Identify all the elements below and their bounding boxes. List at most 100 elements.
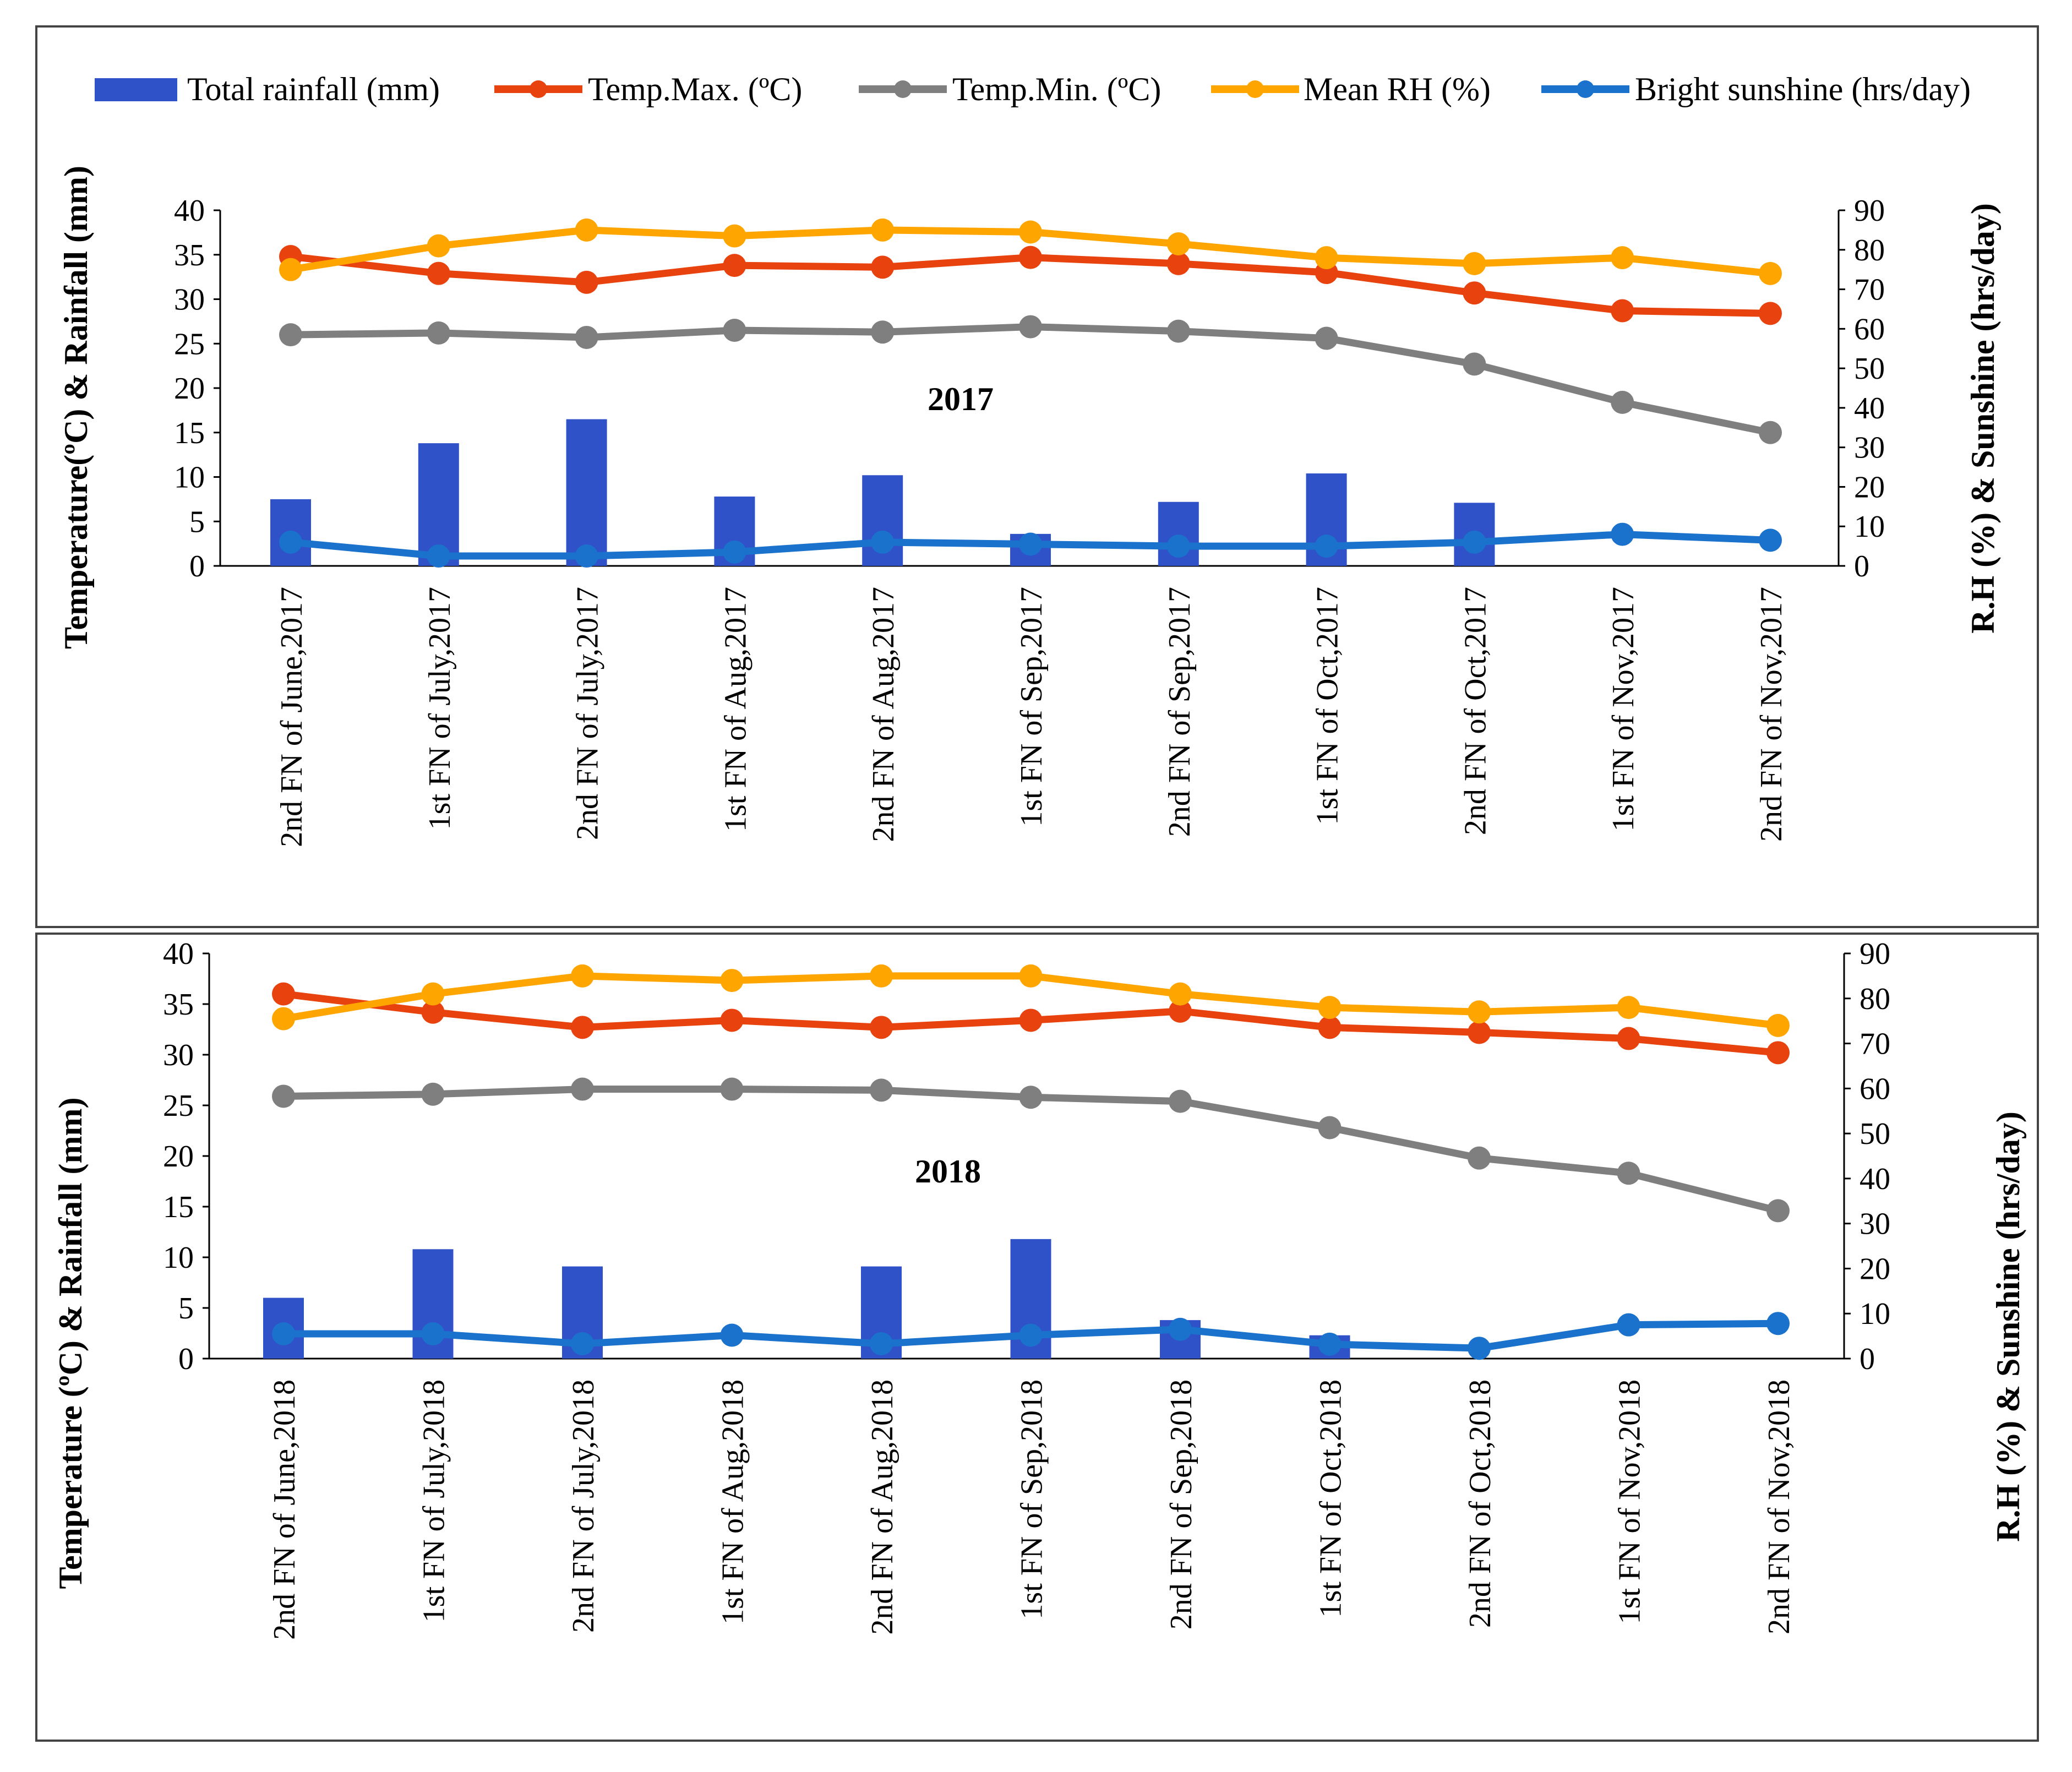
chart-2018-x-tick-label: 2nd FN of July,2018 [566,1380,601,1633]
chart-2017-point-sun [1463,530,1486,554]
chart-2017-x-tick-label: 2nd FN of Sep,2017 [1163,587,1197,837]
chart-2017-x-tick-label: 1st FN of Aug,2017 [718,587,753,832]
legend-label-rainfall: Total rainfall (mm) [187,71,440,107]
chart-2017-x-tick-label: 2nd FN of Aug,2017 [866,587,901,842]
chart-2017-point-tmax [1759,302,1782,325]
chart-2018-point-tmax [870,1016,893,1039]
chart-2017-left-tick-label: 30 [174,283,205,317]
chart-2018-x-tick-label: 2nd FN of Nov,2018 [1762,1380,1796,1634]
legend-label-tmin: Temp.Min. (ºC) [952,71,1161,107]
chart-2018-right-tick-label: 30 [1860,1207,1890,1241]
chart-2017-left-tick-label: 20 [174,372,205,406]
chart-2017-point-sun [1019,532,1042,556]
chart-2018-right-tick-label: 70 [1860,1027,1890,1061]
chart-2018-x-tick-label: 2nd FN of Aug,2018 [865,1380,899,1635]
chart-2017-right-tick-label: 20 [1854,470,1885,504]
chart-2018-point-sun [1318,1332,1342,1356]
legend-label-tmax: Temp.Max. (ºC) [588,71,802,107]
chart-2017-right-tick-label: 90 [1854,194,1885,228]
chart-2018: Temperature (ºC) & Rainfall (mm) R.H (%)… [52,937,2026,1640]
chart-2018-point-tmax [1617,1027,1640,1050]
chart-2018-left-tick-label: 0 [178,1342,194,1376]
chart-2018-point-sun [1019,1323,1043,1347]
chart-2018-point-rh [272,1007,295,1031]
chart-2017-right-tick-label: 80 [1854,233,1885,268]
chart-2017-right-tick-label: 40 [1854,391,1885,426]
chart-2017-point-tmax [427,261,450,285]
chart-2018-left-tick-label: 20 [163,1139,194,1174]
legend-item-rh: Mean RH (%) [1211,71,1491,107]
chart-2017-point-sun [427,544,450,568]
chart-2018-point-sun [720,1323,744,1347]
chart-2018-right-tick-label: 60 [1860,1072,1890,1106]
chart-2018-left-tick-label: 30 [163,1038,194,1072]
legend-item-rainfall: Total rainfall (mm) [95,71,440,107]
chart-2018-point-tmax [1766,1041,1790,1065]
chart-2018-point-tmax [1169,999,1192,1023]
chart-2017-point-tmin [1019,315,1042,339]
chart-2018-right-tick-label: 20 [1860,1252,1890,1286]
chart-2017-point-rh [427,234,450,258]
chart-2018-point-sun [870,1332,893,1356]
chart-2017-x-tick-label: 2nd FN of June,2017 [275,587,309,847]
legend-marker-tmax [530,80,547,98]
chart-2018-point-tmin [1169,1089,1192,1113]
chart-2018-point-rh [1766,1013,1790,1037]
chart-2017-point-tmin [279,323,302,347]
chart-2018-point-tmax [571,1016,594,1039]
chart-2017-point-tmin [427,321,450,345]
chart-2017-point-tmax [723,254,746,277]
chart-2018-point-rh [870,964,893,988]
chart-2018-left-axis-title: Temperature (ºC) & Rainfall (mm) [52,1098,89,1589]
chart-2018-point-tmin [870,1078,893,1102]
chart-2018-point-tmin [1617,1162,1640,1185]
chart-2017-point-tmax [871,255,895,279]
chart-2017-point-tmax [1463,281,1486,305]
chart-2018-point-tmin [571,1077,594,1101]
chart-2018-point-sun [1617,1313,1640,1337]
chart-2017-right-tick-label: 10 [1854,510,1885,544]
chart-2018-point-rh [571,964,594,988]
chart-2018-x-tick-label: 2nd FN of June,2018 [268,1380,302,1640]
chart-2018-left-tick-label: 40 [163,937,194,971]
chart-2017-point-rh [1463,252,1486,275]
chart-2017-bar-rainfall [566,419,607,566]
chart-2017-right-tick-label: 0 [1854,549,1869,584]
chart-2017-point-rh [871,218,895,242]
chart-2017-left-tick-label: 35 [174,238,205,272]
chart-2018-point-tmin [272,1084,295,1108]
chart-2017-point-rh [575,218,598,242]
chart-2018-left-tick-label: 35 [163,988,194,1022]
chart-2017-right-tick-label: 60 [1854,312,1885,346]
legend-label-sun: Bright sunshine (hrs/day) [1635,71,1971,107]
chart-2018-x-tick-label: 2nd FN of Oct,2018 [1463,1380,1497,1628]
chart-2018-x-tick-label: 1st FN of Sep,2018 [1015,1380,1049,1620]
chart-2017-point-tmin [723,319,746,342]
chart-2017-x-tick-label: 1st FN of July,2017 [423,587,457,830]
chart-2017-point-rh [1166,232,1190,256]
chart-2018-right-tick-label: 90 [1860,937,1890,971]
chart-2017-right-axis-title: R.H (%) & Sunshine (hrs/day) [1965,203,2001,634]
legend-marker-rh [1246,80,1264,98]
chart-2017-point-tmax [1019,246,1042,269]
chart-2018-left-tick-label: 25 [163,1089,194,1123]
chart-2017-point-rh [1315,246,1338,270]
chart-2017-point-tmax [1166,252,1190,275]
panel-2017-frame [35,25,2039,928]
chart-2018-point-rh [1169,982,1192,1006]
chart-2017: Temperature(ºC) & Rainfall (mm) R.H (%) … [58,166,2001,847]
legend-swatch-rainfall [95,78,177,101]
legend: Total rainfall (mm) Temp.Max. (ºC) Temp.… [95,71,1971,107]
chart-2018-point-tmin [421,1082,445,1106]
chart-2017-x-tick-label: 2nd FN of Nov,2017 [1754,587,1789,842]
chart-2017-point-tmin [1315,326,1338,350]
chart-2018-point-rh [1468,1000,1491,1024]
chart-2018-point-sun [1468,1337,1491,1360]
chart-2018-point-tmax [1318,1016,1342,1039]
chart-2018-x-tick-label: 1st FN of Nov,2018 [1613,1380,1647,1624]
chart-2017-point-rh [723,224,746,248]
chart-2018-point-tmin [1019,1086,1043,1109]
chart-2018-point-tmin [720,1077,744,1101]
chart-2017-point-rh [1019,220,1042,244]
chart-2017-point-sun [575,544,598,568]
